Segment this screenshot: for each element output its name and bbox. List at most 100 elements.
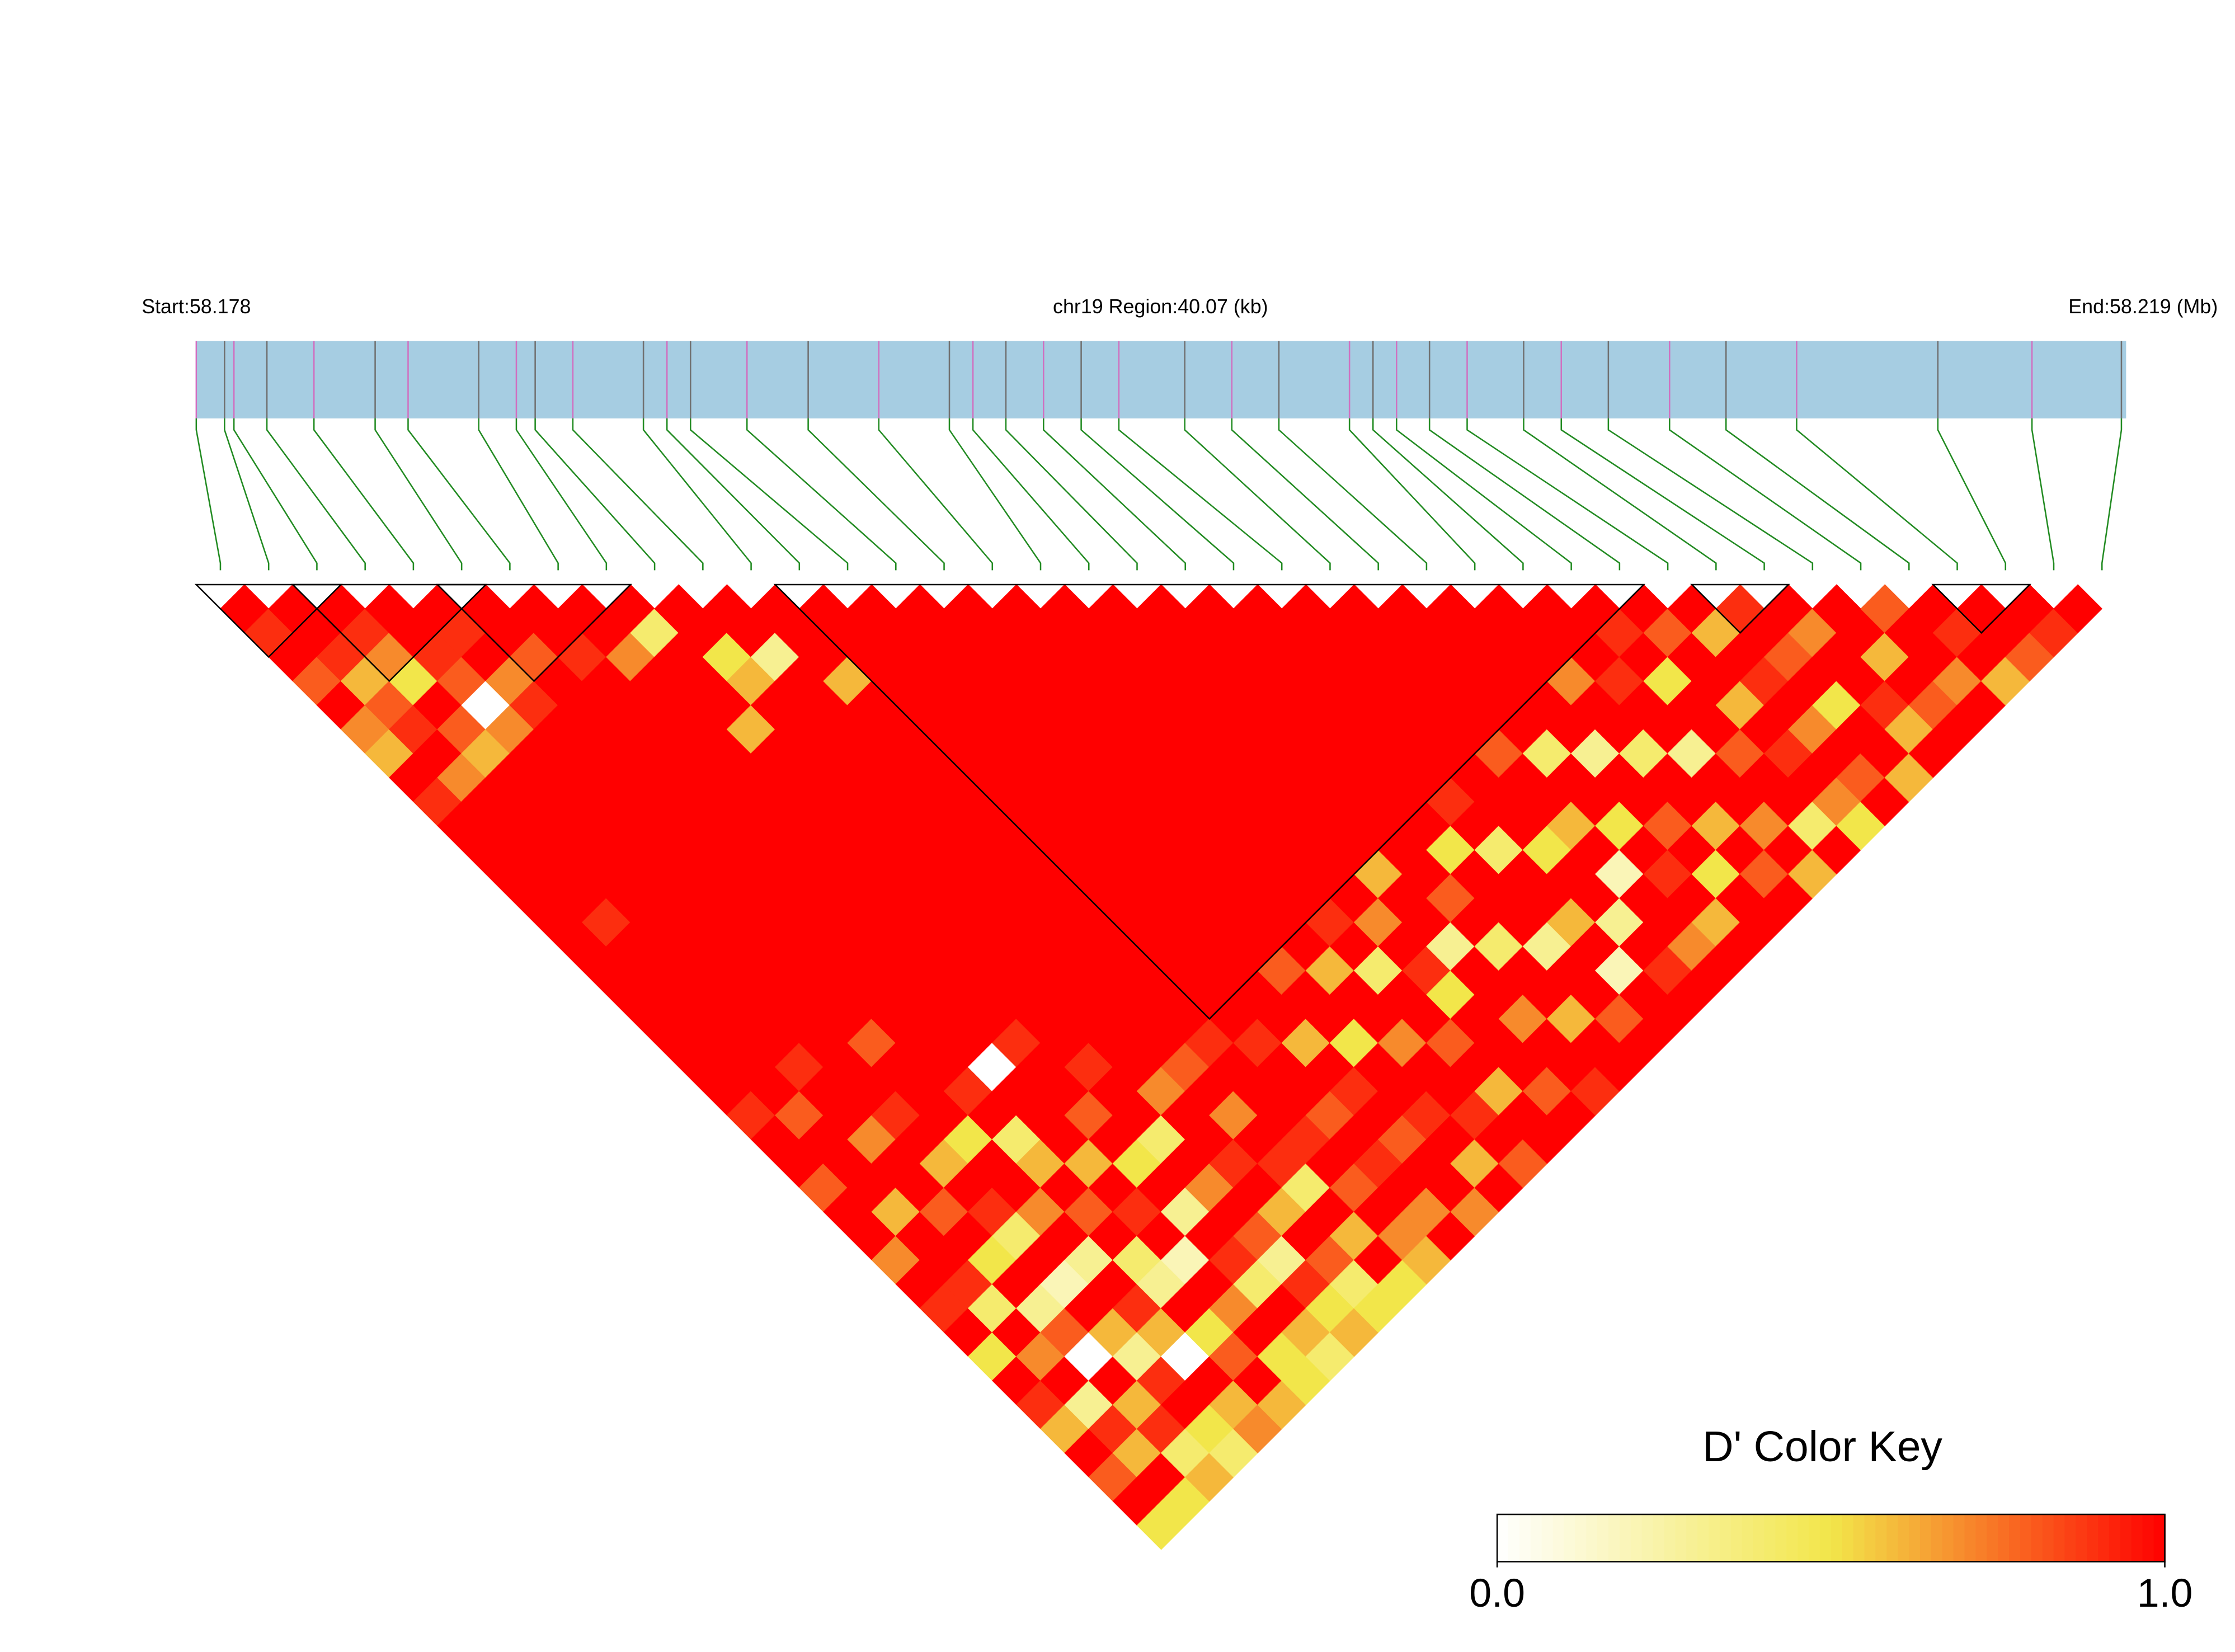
snp-link	[1372, 418, 1524, 571]
colorbar-swatch	[1730, 1514, 1743, 1562]
colorbar-swatch	[1942, 1514, 1954, 1562]
snp-link	[1428, 418, 1621, 571]
ld-block	[773, 583, 1646, 1020]
colorbar-swatch	[1987, 1514, 1999, 1562]
colorbar-swatch	[1964, 1514, 1977, 1562]
colorbar-swatch	[2076, 1514, 2088, 1562]
snp-link	[478, 418, 559, 571]
colorbar-swatch	[1875, 1514, 1888, 1562]
snp-link	[1725, 418, 1910, 571]
colorbar-swatch	[1630, 1514, 1643, 1562]
snp-link	[1560, 418, 1765, 571]
colorbar-swatch	[1798, 1514, 1810, 1562]
colorbar-swatch	[1541, 1514, 1554, 1562]
colorbar-tick-label: 0.0	[1469, 1571, 1525, 1616]
snp-link	[1278, 418, 1428, 571]
start-label: Start:58.178	[142, 295, 251, 318]
snp-link	[1348, 418, 1476, 571]
colorbar-frame	[1496, 1513, 2166, 1562]
colorbar-swatch	[1919, 1514, 1932, 1562]
colorbar-swatch	[1719, 1514, 1732, 1562]
snp-link	[1466, 418, 1669, 571]
colorbar-swatch	[2031, 1514, 2044, 1562]
snp-link	[1523, 418, 1717, 571]
snp-link	[666, 418, 801, 571]
colorbar-swatch	[1819, 1514, 1832, 1562]
colorbar-swatch	[1998, 1514, 2010, 1562]
snp-link	[1118, 418, 1283, 571]
snp-link	[313, 418, 415, 571]
colorbar-swatch	[1619, 1514, 1632, 1562]
colorbar-swatch	[2153, 1514, 2166, 1562]
snp-link	[948, 418, 1042, 571]
colorbar-swatch	[1764, 1514, 1776, 1562]
colorbar-swatch	[1809, 1514, 1821, 1562]
colorbar-swatch	[1931, 1514, 1944, 1562]
colorbar-swatch	[1519, 1514, 1532, 1562]
snp-link	[1796, 418, 1958, 571]
snp-link	[1396, 418, 1572, 571]
colorbar-swatch	[1653, 1514, 1665, 1562]
colorbar-swatch	[1909, 1514, 1921, 1562]
colorbar-tick-label: 1.0	[2137, 1571, 2193, 1616]
colorbar-swatch	[2131, 1514, 2144, 1562]
snp-link	[1937, 418, 2007, 571]
snp-link	[1042, 418, 1187, 571]
colorbar-swatch	[1842, 1514, 1854, 1562]
snp-link	[642, 418, 752, 571]
snp-link	[1184, 418, 1331, 571]
snp-link	[266, 418, 366, 571]
snp-link	[407, 418, 511, 571]
colorbar-swatch	[1575, 1514, 1587, 1562]
ld-block	[435, 583, 633, 683]
colorbar-swatch	[1530, 1514, 1542, 1562]
snp-link	[534, 418, 656, 571]
colorbar-swatch	[1886, 1514, 1899, 1562]
colorbar-swatch	[1597, 1514, 1610, 1562]
snp-link	[374, 418, 463, 571]
colorbar-swatch	[1709, 1514, 1721, 1562]
ld-block	[194, 583, 343, 658]
ld-block	[291, 583, 488, 683]
snp-link	[972, 418, 1090, 571]
snp-link	[1607, 418, 1814, 571]
colorbar-swatch	[1975, 1514, 1988, 1562]
snp-link	[2031, 418, 2055, 571]
colorbar-swatch	[1686, 1514, 1698, 1562]
snp-link	[878, 418, 994, 571]
colorbar-swatch	[1775, 1514, 1787, 1562]
colorbar-swatch	[1753, 1514, 1765, 1562]
colorbar-swatch	[2064, 1514, 2077, 1562]
colorbar-swatch	[2087, 1514, 2099, 1562]
snp-link	[572, 418, 704, 571]
snp-link	[233, 418, 318, 571]
colorbar-swatch	[1641, 1514, 1654, 1562]
ld-block	[1690, 583, 1790, 634]
colorbar-swatch	[1552, 1514, 1565, 1562]
colorbar-swatch	[1508, 1514, 1521, 1562]
colorbar-swatch	[1831, 1514, 1843, 1562]
colorbar-swatch	[2053, 1514, 2065, 1562]
ld-cell	[2053, 584, 2102, 633]
colorbar-swatch	[1497, 1514, 1509, 1562]
colorbar-swatch	[2109, 1514, 2121, 1562]
snp-link	[224, 418, 270, 571]
region-label: chr19 Region:40.07 (kb)	[1053, 295, 1268, 318]
colorbar-swatch	[1664, 1514, 1676, 1562]
snp-link	[1231, 418, 1379, 571]
snp-link	[807, 418, 945, 571]
colorbar-swatch	[1564, 1514, 1576, 1562]
colorbar-swatch	[1864, 1514, 1876, 1562]
snp-link	[689, 418, 849, 571]
end-label: End:58.219 (Mb)	[2068, 295, 2218, 318]
colorbar-swatch	[1586, 1514, 1598, 1562]
snp-link	[195, 418, 222, 571]
colorbar-swatch	[1608, 1514, 1621, 1562]
colorbar-swatch	[1853, 1514, 1865, 1562]
colorbar-swatch	[1675, 1514, 1687, 1562]
colorbar-swatch	[1898, 1514, 1910, 1562]
colorbar-swatch	[2020, 1514, 2032, 1562]
snp-link	[746, 418, 897, 571]
